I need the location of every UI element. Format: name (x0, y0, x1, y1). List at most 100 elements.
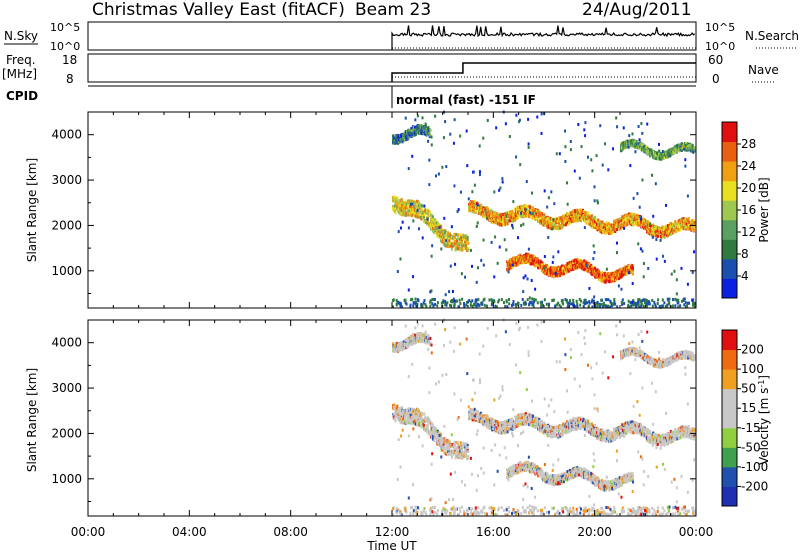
nsky-line (391, 25, 696, 50)
power-echo-cell (683, 222, 686, 226)
power-echo-cell (685, 219, 688, 223)
power-echo-cell (579, 299, 582, 303)
power-echo-cell (650, 232, 653, 236)
power-echo-cell (423, 128, 426, 132)
power-echo-cell (502, 222, 505, 226)
power-echo-cell (623, 226, 626, 230)
power-echo-cell (671, 226, 674, 230)
power-echo-cell (571, 303, 574, 307)
power-echo-cell (443, 216, 446, 220)
power-echo-cell (454, 246, 457, 250)
power-echo-cell (565, 266, 568, 270)
power-echo-cell (631, 138, 634, 142)
power-echo-cell (616, 227, 619, 231)
velocity-echo-cell (438, 430, 441, 434)
power-echo-cell (558, 152, 561, 156)
power-echo-cell (566, 202, 569, 206)
power-echo-cell (648, 302, 651, 306)
power-echo-cell (536, 115, 539, 119)
power-echo-cell (395, 198, 398, 202)
power-echo-cell (392, 299, 395, 303)
power-echo-cell (429, 221, 432, 225)
power-echo-cell (519, 208, 522, 212)
power-echo-cell (444, 300, 447, 304)
power-echo-cell (459, 241, 462, 245)
power-echo-cell (670, 224, 673, 228)
power-echo-cell (539, 300, 542, 304)
power-echo-cell (411, 154, 414, 158)
power-echo-cell (691, 298, 694, 302)
power-echo-cell (463, 301, 466, 305)
power-echo-cell (441, 304, 444, 308)
power-echo-cell (465, 238, 468, 242)
power-echo-cell (431, 226, 434, 230)
power-echo-cell (669, 151, 672, 155)
power-echo-cell (478, 144, 481, 148)
velocity-echo-cell (422, 419, 425, 423)
power-echo-cell (620, 274, 623, 278)
power-echo-cell (411, 213, 414, 217)
power-echo-cell (540, 266, 543, 270)
power-echo-cell (506, 222, 509, 226)
power-echo-cell (435, 231, 438, 235)
velocity-echo-cell (443, 439, 446, 443)
power-echo-cell (568, 269, 571, 273)
power-echo-cell (609, 305, 612, 309)
power-echo-cell (621, 267, 624, 271)
power-echo-cell (582, 211, 584, 215)
power-echo-cell (596, 305, 599, 309)
power-echo-cell (450, 247, 453, 251)
power-echo-cell (611, 231, 614, 235)
power-echo-cell (440, 225, 443, 229)
power-echo-cell (528, 215, 531, 219)
power-echo-cell (676, 222, 679, 226)
velocity-echo-cell (400, 417, 403, 421)
power-echo-cell (651, 173, 654, 177)
power-echo-cell (672, 297, 675, 301)
power-echo-cell (625, 223, 628, 227)
power-echo-cell (415, 208, 418, 212)
power-echo-cell (537, 261, 540, 265)
power-echo-cell (646, 222, 649, 226)
power-echo-cell (580, 210, 583, 214)
power-echo-cell (645, 302, 648, 306)
power-echo-cell (563, 213, 566, 217)
power-echo-cell (650, 228, 653, 232)
colorbar-tick-label: 8 (741, 247, 749, 261)
power-echo-cell (621, 215, 624, 219)
power-echo-cell (636, 216, 639, 220)
power-echo-cell (475, 280, 478, 284)
power-echo-cell (572, 219, 575, 223)
power-echo-cell (414, 131, 417, 135)
power-echo-cell (563, 223, 565, 227)
power-echo-cell (431, 298, 434, 302)
power-echo-cell (525, 260, 527, 264)
power-echo-cell (633, 221, 636, 225)
power-echo-cell (430, 223, 432, 227)
power-echo-cell (550, 227, 553, 231)
power-echo-cell (570, 268, 573, 272)
power-echo-cell (638, 219, 641, 223)
power-echo-cell (536, 263, 539, 267)
power-echo-cell (509, 216, 512, 220)
power-echo-cell (583, 298, 586, 302)
power-echo-cell (628, 219, 631, 223)
power-echo-cell (692, 227, 695, 231)
velocity-echo-cell (443, 445, 446, 449)
colorbar-segment (722, 200, 737, 221)
power-echo-cell (419, 204, 422, 208)
power-echo-cell (631, 144, 634, 148)
power-echo-cell (488, 298, 491, 302)
power-echo-cell (527, 142, 530, 146)
power-echo-cell (482, 136, 485, 140)
power-echo-cell (654, 234, 657, 238)
power-echo-cell (642, 262, 645, 266)
power-echo-cell (423, 299, 426, 303)
power-echo-cell (534, 287, 537, 291)
power-echo-cell (414, 208, 417, 212)
power-echo-cell (525, 204, 527, 208)
power-echo-cell (458, 298, 461, 302)
power-echo-cell (617, 284, 620, 288)
power-echo-cell (475, 224, 478, 228)
power-echo-cell (551, 223, 554, 227)
